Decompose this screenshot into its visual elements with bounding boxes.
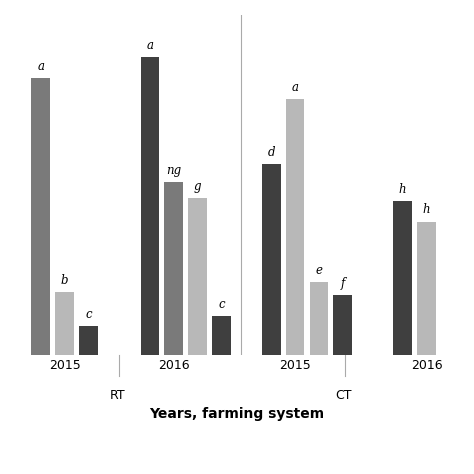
Bar (188, 198, 207, 355)
Bar (164, 182, 183, 355)
Text: a: a (37, 60, 44, 73)
Bar (140, 57, 159, 355)
Bar (212, 316, 231, 355)
X-axis label: Years, farming system: Years, farming system (149, 407, 325, 421)
Text: h: h (399, 182, 407, 196)
Text: h: h (423, 203, 430, 217)
Text: b: b (61, 274, 68, 287)
Text: CT: CT (336, 389, 352, 402)
Text: a: a (146, 39, 154, 52)
Text: RT: RT (109, 389, 125, 402)
Bar (262, 164, 281, 355)
Bar (79, 327, 98, 355)
Bar (31, 78, 50, 355)
Text: e: e (316, 264, 322, 277)
Bar (55, 292, 74, 355)
Text: ng: ng (166, 164, 182, 177)
Bar (393, 201, 412, 355)
Text: c: c (219, 298, 225, 310)
Bar (286, 99, 304, 355)
Text: d: d (267, 146, 275, 159)
Bar (310, 282, 328, 355)
Bar (417, 222, 436, 355)
Text: c: c (85, 308, 92, 321)
Bar (334, 295, 352, 355)
Text: a: a (292, 81, 299, 93)
Text: f: f (341, 277, 345, 290)
Text: g: g (194, 180, 201, 193)
